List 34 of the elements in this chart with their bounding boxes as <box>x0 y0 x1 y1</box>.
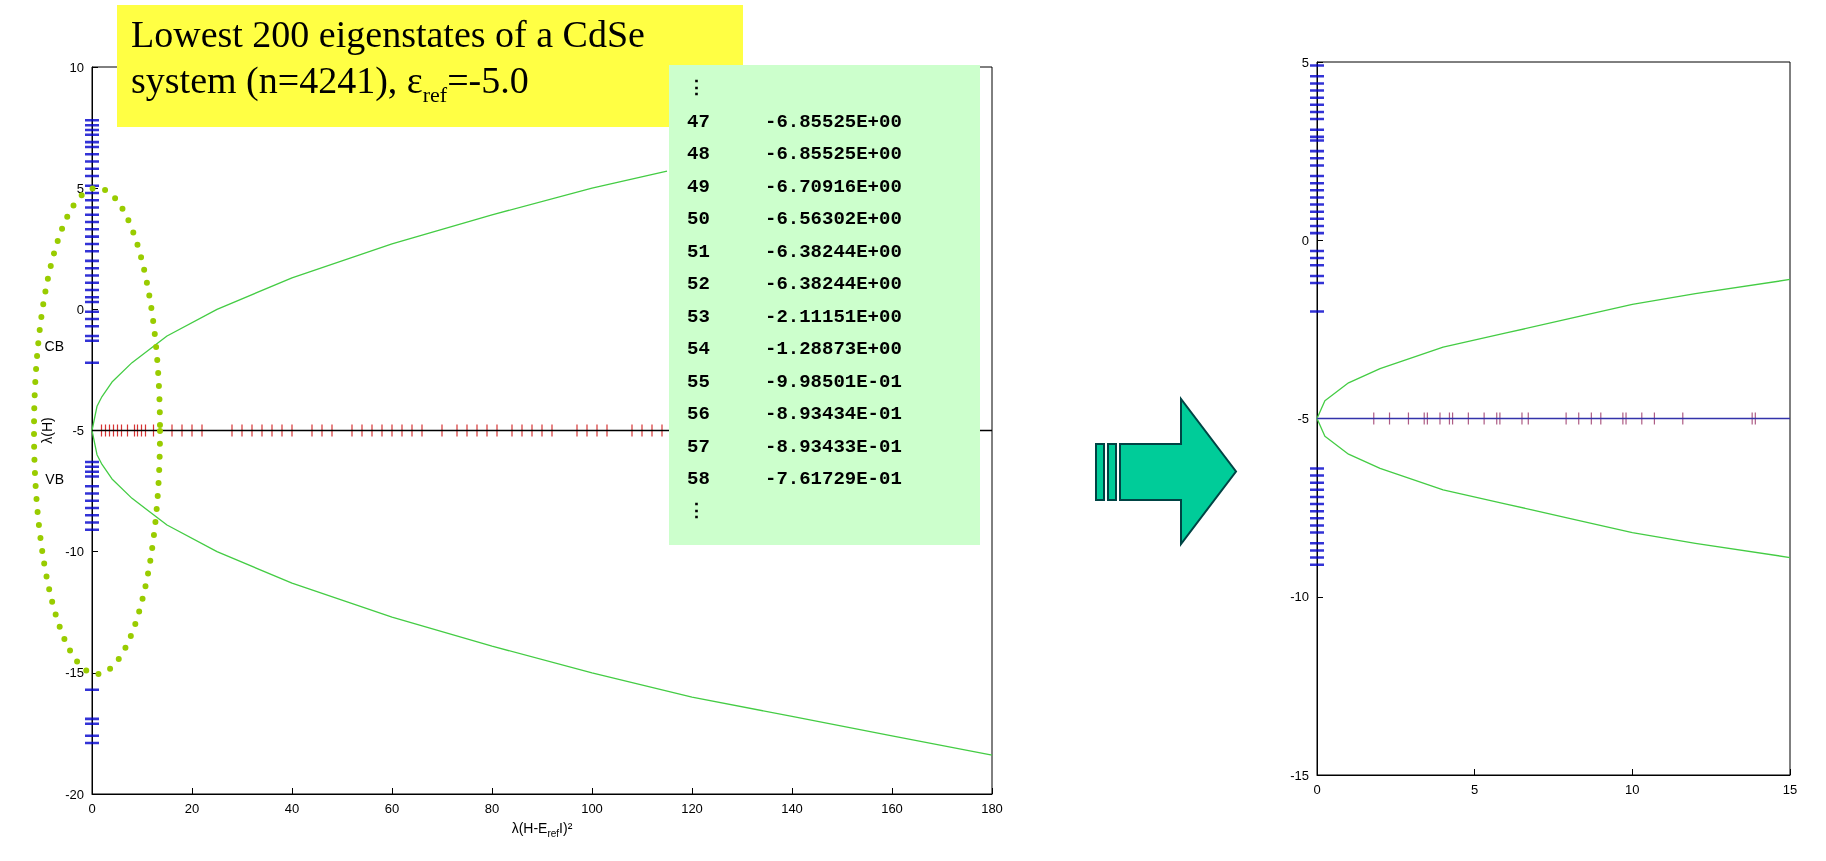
y-tick-label: -15 <box>65 665 84 681</box>
line-series <box>1316 278 1791 559</box>
x-tick-label: 10 <box>1625 782 1640 797</box>
x-tick-label: 40 <box>284 801 300 816</box>
x-tick-label: 140 <box>781 801 803 816</box>
x-tick-label: 120 <box>681 801 703 816</box>
x-tick-label: 0 <box>88 801 96 816</box>
y-tick-label: -10 <box>1290 589 1309 605</box>
x-tick-label: 180 <box>981 801 1003 816</box>
x-tick-label: 15 <box>1782 782 1798 797</box>
y-tick-label: 0 <box>1301 232 1309 248</box>
x-tick-label: 80 <box>484 801 500 816</box>
x-tick-label: 160 <box>881 801 903 816</box>
x-tick-label: 0 <box>1313 782 1321 797</box>
x-tick-label: 20 <box>184 801 200 816</box>
y-tick-label: 0 <box>76 301 84 317</box>
y-axis-title: λ(H) <box>39 417 56 444</box>
y-tick-label: 5 <box>1301 54 1309 70</box>
y-tick-label: 5 <box>76 180 84 196</box>
x-tick-label: 60 <box>384 801 400 816</box>
y-tick-label: 10 <box>69 59 84 75</box>
annotation: ⋮ <box>687 77 707 102</box>
line-series <box>91 170 993 756</box>
y-tick-label: -20 <box>65 786 84 802</box>
y-tick-label: -10 <box>65 544 84 560</box>
table-panel: ⋮ 47 -6.85525E+00 48 -6.85525E+00 49 -6.70916E+00 50 -6.56302E+00 51 -6.38244E+00 52 -6.38244E+00 53 -2.11151E+00 54 -1.28873E+00 55 -9.98501E-01 56 -8.93434E-01 57 -8.93433E-01 58 -7.61729E-01 ⋮ <box>669 65 980 545</box>
y-tick-label: -5 <box>72 423 84 438</box>
x-tick-label: 100 <box>581 801 603 816</box>
annotation: VB <box>45 470 64 487</box>
x-tick-label: 5 <box>1471 782 1479 797</box>
y-tick-label: -15 <box>1290 767 1309 783</box>
annotation: ⋮ <box>687 499 707 525</box>
annotation: CB <box>44 337 64 354</box>
y-tick-label: -5 <box>1297 411 1309 426</box>
